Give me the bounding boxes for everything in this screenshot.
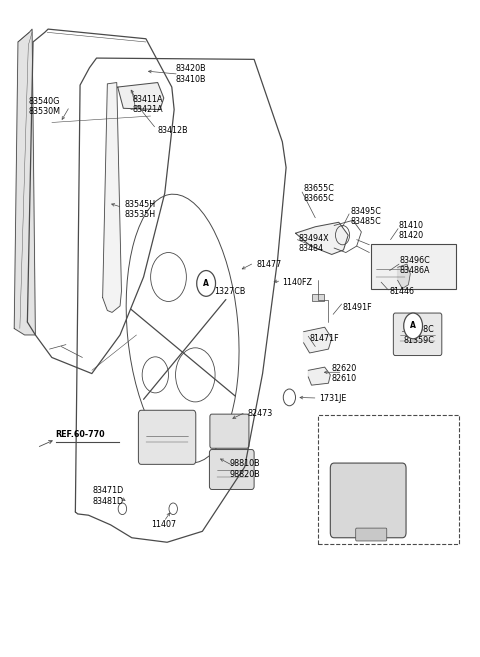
Text: 83420B
83410B: 83420B 83410B [175,64,206,84]
FancyBboxPatch shape [371,244,456,288]
FancyBboxPatch shape [138,410,196,464]
FancyBboxPatch shape [330,463,406,537]
Text: 81471F: 81471F [310,334,339,343]
Text: A: A [203,279,209,288]
FancyBboxPatch shape [356,528,387,541]
Polygon shape [103,83,121,313]
Polygon shape [397,264,410,288]
Text: A: A [410,321,416,330]
Text: 83412B: 83412B [157,125,188,135]
Polygon shape [308,367,330,385]
FancyBboxPatch shape [209,449,254,489]
Text: 83411A
83421A: 83411A 83421A [133,95,164,114]
Text: 83545H
83535H: 83545H 83535H [125,200,156,219]
FancyBboxPatch shape [318,415,459,543]
Polygon shape [303,327,332,353]
Text: 81358C
81359C: 81358C 81359C [404,325,434,345]
Bar [312,294,324,301]
Text: 11407: 11407 [151,520,176,530]
Text: 81410
81420: 81410 81420 [399,221,424,240]
Polygon shape [296,222,348,254]
Text: 81477: 81477 [256,260,282,269]
FancyBboxPatch shape [210,414,249,448]
Text: 83655C
83665C: 83655C 83665C [303,183,335,203]
Polygon shape [14,29,36,335]
Circle shape [197,271,216,296]
Text: 83540G
83530M: 83540G 83530M [29,97,61,116]
Text: 1140FZ: 1140FZ [282,278,312,286]
Text: 83496C
83486A: 83496C 83486A [400,256,431,275]
Text: 83495C
83485C: 83495C 83485C [350,207,382,226]
Text: 82473: 82473 [247,409,272,418]
Text: 1731JE: 1731JE [319,394,347,403]
Text: REF.60-770: REF.60-770 [56,430,105,440]
Polygon shape [118,83,164,110]
Text: 98810B
98820B: 98810B 98820B [327,449,358,468]
Text: 83494X
83484: 83494X 83484 [299,234,329,253]
FancyBboxPatch shape [393,313,442,355]
Text: 98810B
98820B: 98810B 98820B [229,459,260,478]
Text: 82620
82610: 82620 82610 [332,364,357,383]
Text: 81491F: 81491F [343,303,372,312]
Text: 83471D
83481D: 83471D 83481D [93,486,124,506]
Circle shape [404,313,422,339]
Text: 1327CB: 1327CB [214,286,245,296]
Text: 81446: 81446 [390,287,415,296]
Text: (W/SAFETY): (W/SAFETY) [347,426,394,435]
